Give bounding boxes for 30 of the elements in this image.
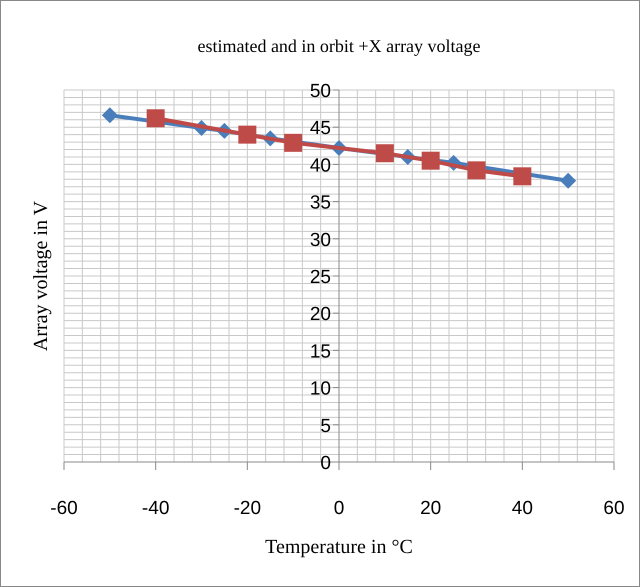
y-tick-label: 20 xyxy=(310,304,331,326)
x-axis-title: Temperature in °C xyxy=(265,536,413,558)
y-tick-label: 0 xyxy=(320,453,331,474)
point xyxy=(422,152,440,170)
y-tick-label: 45 xyxy=(310,118,331,140)
y-tick-label: 10 xyxy=(310,378,331,400)
point xyxy=(376,144,394,162)
x-tick-label: -60 xyxy=(50,498,78,519)
x-tick-label: 20 xyxy=(420,498,442,519)
point xyxy=(513,167,532,186)
x-tick-label: -20 xyxy=(234,498,262,519)
point xyxy=(238,126,256,144)
point xyxy=(146,109,165,128)
point xyxy=(284,134,302,152)
chart-title: estimated and in orbit +X array voltage xyxy=(197,36,481,56)
y-tick-label: 50 xyxy=(310,81,331,102)
point xyxy=(560,172,576,189)
x-tick-label: -40 xyxy=(142,498,170,519)
y-tick-label: 35 xyxy=(310,192,331,214)
y-tick-label: 5 xyxy=(320,416,331,437)
point xyxy=(468,161,486,180)
point xyxy=(102,107,118,124)
x-tick-label: 40 xyxy=(512,498,533,519)
y-tick-label: 25 xyxy=(310,267,331,288)
y-tick-label: 15 xyxy=(310,341,331,362)
y-tick-label: 30 xyxy=(310,230,331,251)
x-tick-label: 60 xyxy=(603,498,625,519)
x-tick-label: 0 xyxy=(334,498,344,519)
y-axis-title: Array voltage in V xyxy=(30,200,52,352)
y-tick-label: 40 xyxy=(310,155,331,176)
